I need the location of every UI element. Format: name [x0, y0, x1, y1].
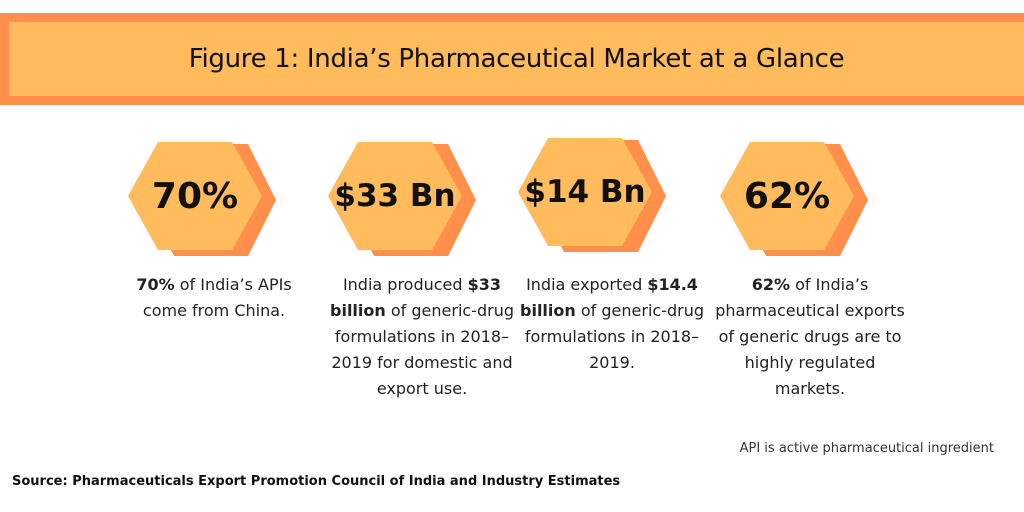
- hexagon-badge: 70%: [122, 140, 302, 258]
- stat-generic-exports: $14 Bn India exported $14.4 billion of g…: [512, 136, 712, 372]
- stat-description-text: of India’s pharmaceutical exports of gen…: [715, 275, 905, 398]
- hexagon-badge: $33 Bn: [322, 140, 502, 258]
- stat-description-bold: $14.4 billion: [520, 275, 698, 320]
- hexagon-badge: $14 Bn: [512, 136, 692, 254]
- stat-description-bold: $33 billion: [330, 275, 502, 320]
- hexagon-badge: 62%: [714, 140, 894, 258]
- stat-description-bold: 70%: [136, 275, 175, 294]
- stat-description-text: of generic-drug formulations in 2018–201…: [524, 301, 704, 372]
- stat-value: 62%: [743, 175, 831, 217]
- stat-description-prefix: India exported: [526, 275, 648, 294]
- stat-value: $33 Bn: [334, 178, 456, 214]
- stat-description: 70% of India’s APIs come from China.: [114, 272, 314, 324]
- title-banner: Figure 1: India’s Pharmaceutical Market …: [0, 13, 1024, 105]
- stat-value: $14 Bn: [524, 174, 646, 210]
- page-title: Figure 1: India’s Pharmaceutical Market …: [188, 44, 845, 74]
- stat-generic-production: $33 Bn India produced $33 billion of gen…: [322, 140, 522, 398]
- stat-value: 70%: [151, 175, 239, 217]
- stat-description: India produced $33 billion of generic-dr…: [322, 272, 522, 402]
- footnote: API is active pharmaceutical ingredient: [739, 441, 994, 456]
- stat-description-bold: 62%: [751, 275, 790, 294]
- stat-description: 62% of India’s pharmaceutical exports of…: [712, 272, 908, 402]
- stat-description-prefix: India produced: [342, 275, 468, 294]
- stat-description-text: of India’s APIs come from China.: [142, 275, 292, 320]
- stat-description-text: of generic-drug formulations in 2018–201…: [331, 301, 514, 398]
- stat-apis-from-china: 70% 70% of India’s APIs come from China.: [122, 140, 322, 320]
- source-credit: Source: Pharmaceuticals Export Promotion…: [12, 474, 621, 489]
- stat-regulated-markets: 62% 62% of India’s pharmaceutical export…: [714, 140, 914, 398]
- stat-description: India exported $14.4 billion of generic-…: [512, 272, 712, 376]
